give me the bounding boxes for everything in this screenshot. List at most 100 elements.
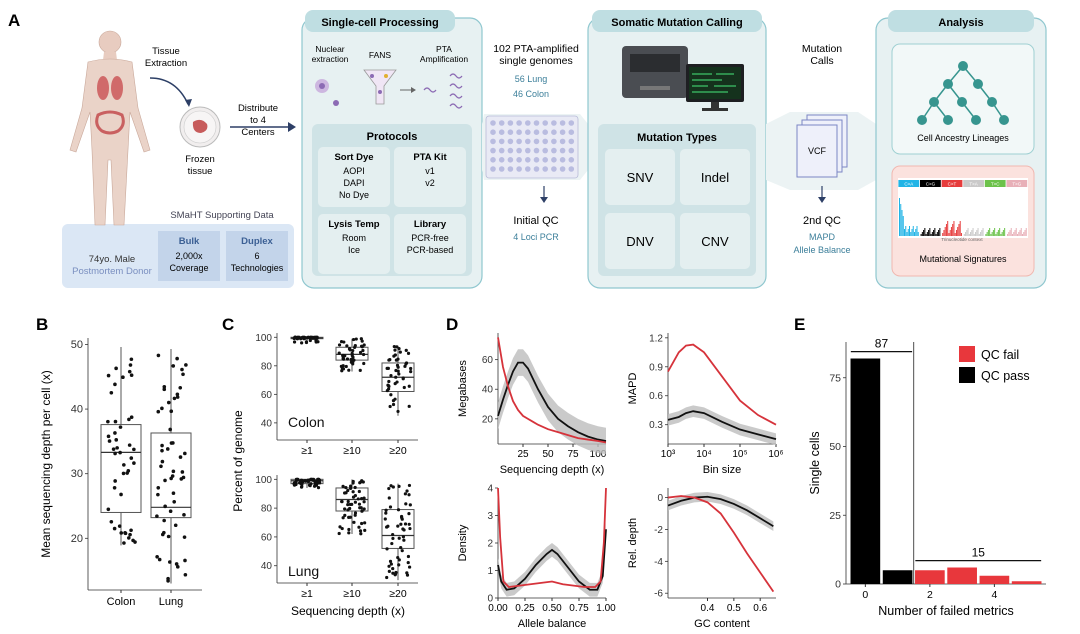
data-point xyxy=(391,532,395,537)
chart-gc-content: 0 -2 -4 -6 0.4 0.5 0.6GC content Rel. depth xyxy=(627,488,776,630)
single-cell-title: Single-cell Processing xyxy=(321,17,438,29)
data-point xyxy=(362,507,366,511)
data-point xyxy=(117,524,122,528)
data-point xyxy=(180,470,185,474)
data-point xyxy=(175,356,179,361)
tree-node xyxy=(971,115,981,125)
data-point xyxy=(385,575,389,580)
data-point xyxy=(341,484,345,488)
x-tick-label: 2 xyxy=(927,589,933,601)
data-point xyxy=(175,392,180,397)
bar-qc-pass xyxy=(850,358,881,584)
plate-well xyxy=(507,157,514,163)
sig-bar xyxy=(968,234,970,236)
sig-bar xyxy=(911,229,913,236)
data-point xyxy=(403,364,407,368)
data-point xyxy=(407,384,411,388)
x-tick-label: ≥10 xyxy=(343,588,361,600)
data-point xyxy=(175,565,180,569)
x-tick-label: 0.50 xyxy=(542,603,562,614)
data-point xyxy=(316,477,321,481)
data-point xyxy=(362,500,366,504)
tree-node xyxy=(929,97,939,107)
data-point xyxy=(292,482,296,486)
y-tick-label: 100 xyxy=(255,475,272,486)
x-tick-label: ≥1 xyxy=(301,445,313,457)
y-axis-title: Mean sequencing depth per cell (x) xyxy=(39,370,53,557)
chart-colon-coverage: 40 60 80 100 ≥1 ≥10 ≥20 Colon Percent of genome xyxy=(231,333,418,512)
sig-bar xyxy=(958,224,960,236)
data-point xyxy=(404,361,409,365)
bulk-box xyxy=(158,231,220,281)
data-point xyxy=(404,502,408,506)
y-axis-title: Rel. depth xyxy=(627,518,639,568)
data-point xyxy=(338,525,342,529)
data-point xyxy=(113,419,118,424)
sig-bar xyxy=(901,210,903,236)
single-cell-tab xyxy=(305,10,455,32)
plate-well xyxy=(507,166,514,172)
plate-well xyxy=(525,138,531,145)
count-colon: 46 Colon xyxy=(513,89,549,99)
sig-bar xyxy=(1000,234,1002,236)
protocol-option: Ice xyxy=(348,245,360,255)
x-axis-title: GC content xyxy=(694,618,750,630)
data-point xyxy=(407,512,411,516)
data-point xyxy=(121,375,125,380)
plate-well xyxy=(490,129,496,135)
y-tick-label: 50 xyxy=(829,441,841,453)
data-point xyxy=(125,471,129,475)
data-point xyxy=(156,485,161,490)
data-point xyxy=(171,441,175,445)
sig-bar xyxy=(953,221,955,236)
data-point xyxy=(387,569,391,573)
sig-bar xyxy=(999,228,1001,236)
data-point xyxy=(337,531,341,536)
data-point xyxy=(347,515,351,519)
data-point xyxy=(362,343,366,347)
sig-bar xyxy=(987,230,989,236)
sig-bar xyxy=(1002,230,1004,236)
data-point xyxy=(388,404,392,409)
data-point xyxy=(407,522,411,526)
data-point xyxy=(129,415,134,420)
data-point xyxy=(406,351,411,355)
sig-bar xyxy=(921,232,923,236)
y-tick-label: 60 xyxy=(261,390,273,401)
data-point xyxy=(346,488,350,493)
chart-lung-coverage: 40 60 80 100 ≥1 ≥10 ≥20 Lung Sequencing depth (x… xyxy=(255,475,418,618)
data-point xyxy=(345,357,350,361)
bulk-title: Bulk xyxy=(179,236,200,247)
y-tick-label: 0.9 xyxy=(649,362,663,373)
frozen-tissue-l1: Frozen xyxy=(185,154,215,165)
protocol-option: PCR-free xyxy=(411,233,449,243)
x-tick-label: ≥10 xyxy=(343,445,361,457)
data-point xyxy=(409,370,413,374)
data-point xyxy=(163,478,167,483)
data-point xyxy=(391,485,395,489)
plate-well xyxy=(533,129,540,135)
sig-bar xyxy=(906,232,908,236)
x-tick-label: 0.4 xyxy=(701,603,715,614)
data-point xyxy=(129,528,133,533)
data-point xyxy=(166,534,171,539)
genomes-l1: 102 PTA-amplified xyxy=(493,43,579,55)
donor-line2: Postmortem Donor xyxy=(72,266,152,277)
data-point xyxy=(340,369,344,373)
protocol-cell xyxy=(394,147,466,207)
data-point xyxy=(409,366,413,371)
data-point xyxy=(308,336,313,341)
sig-bar xyxy=(1017,234,1018,236)
data-point xyxy=(353,485,357,490)
series-line xyxy=(497,487,607,588)
data-point xyxy=(407,493,411,497)
sig-bar xyxy=(992,230,994,236)
panel-label-d: D xyxy=(446,315,458,334)
data-point xyxy=(406,560,410,565)
data-point xyxy=(393,348,397,352)
sig-tab xyxy=(920,180,941,187)
data-point xyxy=(346,503,350,507)
sig-bar xyxy=(973,234,975,236)
data-point xyxy=(343,491,347,495)
